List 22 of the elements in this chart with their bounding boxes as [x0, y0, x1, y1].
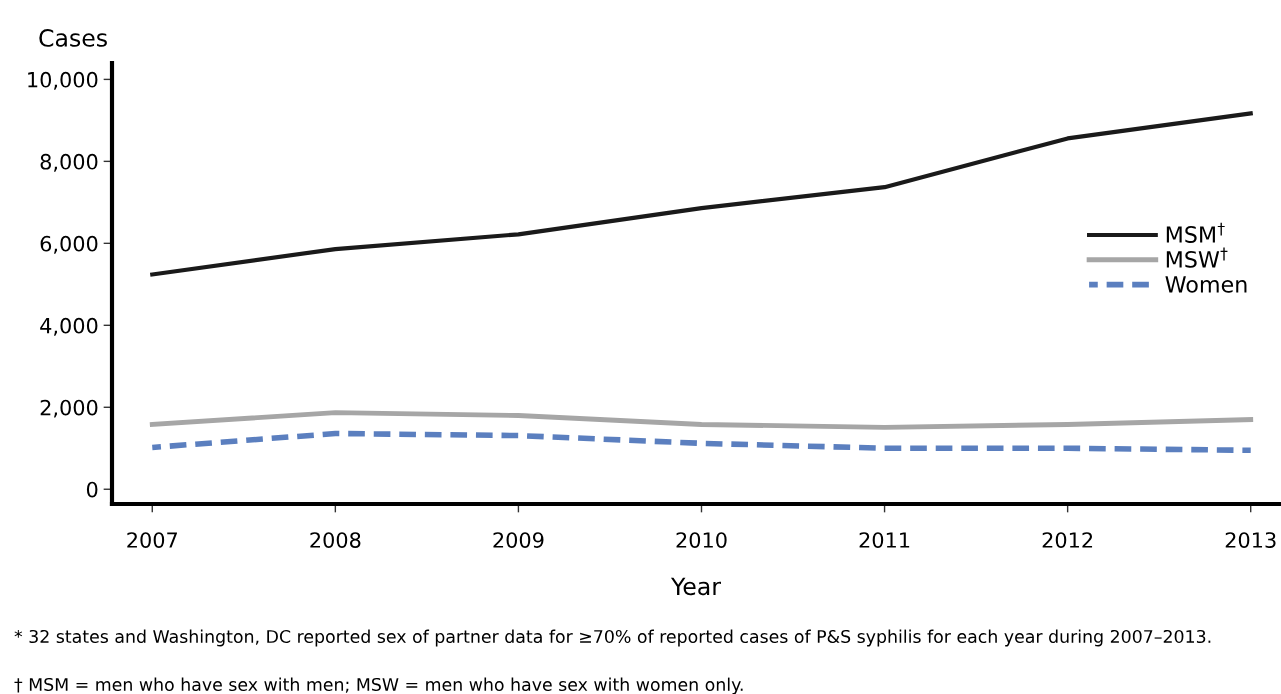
- line-series: [150, 111, 1253, 277]
- text: * 32 states and Washington, DC reported sex of partner data for ≥70% of reported cases of P&S syphilis for each year during 2007–2013.: [14, 629, 1211, 647]
- x-tick-label: 2010: [676, 532, 727, 548]
- x-tick-label: 2007: [127, 532, 177, 548]
- line-series: [149, 410, 1254, 430]
- x-tick-label: 2012: [1042, 532, 1093, 548]
- y-axis-title: Cases: [39, 28, 107, 47]
- text: † MSM = men who have sex with men; MSW = men who have sex with women only.: [14, 677, 743, 694]
- y-tick-label: 2,000: [40, 399, 98, 418]
- x-tick-label: 2011: [859, 532, 910, 548]
- x-tick-label: 2008: [310, 532, 361, 548]
- y-tick-label: 6,000: [40, 235, 98, 254]
- legend-label: MSM$^{†}$: [1166, 222, 1225, 243]
- x-tick-label: 2009: [493, 532, 544, 548]
- legend-label: MSW$^{†}$: [1166, 247, 1228, 268]
- y-tick-label: 4,000: [40, 317, 98, 336]
- x-tick-label: 2013: [1225, 532, 1276, 548]
- legend-label: Women: [1165, 276, 1247, 293]
- x-axis-title: Year: [670, 577, 721, 596]
- y-tick-label: 10,000: [28, 71, 98, 90]
- y-tick-label: 0: [86, 481, 98, 498]
- y-tick-label: 8,000: [40, 153, 98, 172]
